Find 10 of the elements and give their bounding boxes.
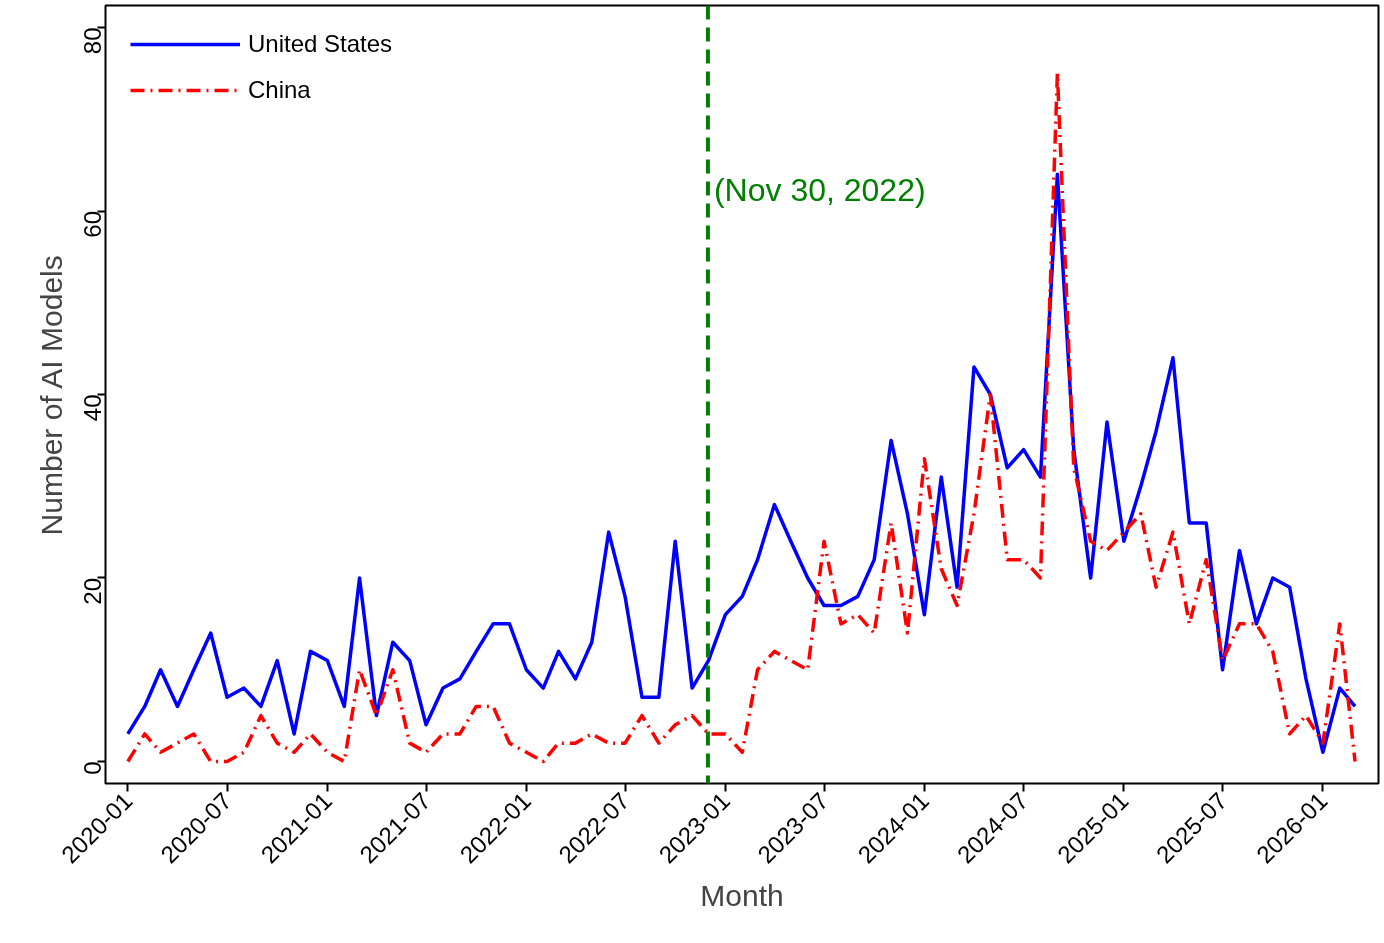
- y-tick-label: 0: [79, 761, 106, 775]
- y-tick-label: 60: [79, 211, 106, 238]
- x-axis-title: Month: [700, 878, 784, 912]
- y-tick-label: 80: [79, 27, 106, 55]
- legend-label: China: [248, 76, 311, 104]
- y-tick-label: 20: [79, 577, 106, 605]
- ref-line-label: (Nov 30, 2022): [713, 171, 926, 208]
- y-tick-label: 40: [79, 394, 106, 422]
- legend-label: United States: [248, 30, 393, 58]
- y-axis-title: Number of AI Models: [34, 255, 68, 536]
